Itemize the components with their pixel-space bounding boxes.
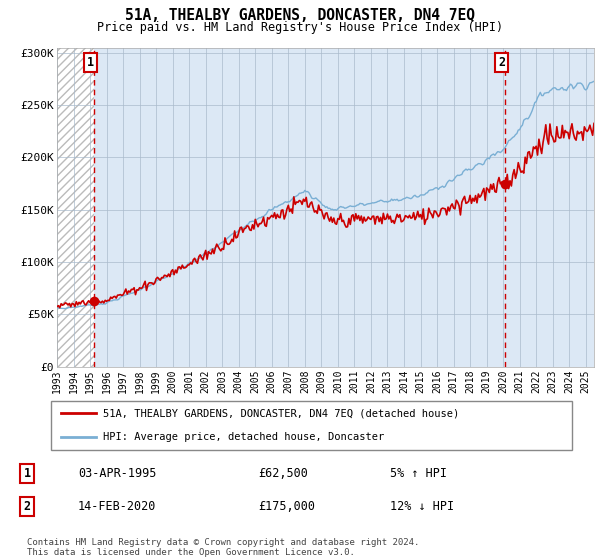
Text: HPI: Average price, detached house, Doncaster: HPI: Average price, detached house, Donc… [103,432,385,442]
Text: 2: 2 [23,500,31,514]
Text: 51A, THEALBY GARDENS, DONCASTER, DN4 7EQ: 51A, THEALBY GARDENS, DONCASTER, DN4 7EQ [125,8,475,24]
Text: £175,000: £175,000 [258,500,315,514]
Text: Price paid vs. HM Land Registry's House Price Index (HPI): Price paid vs. HM Land Registry's House … [97,21,503,34]
Text: 12% ↓ HPI: 12% ↓ HPI [390,500,454,514]
Text: 2: 2 [498,56,505,69]
Text: 51A, THEALBY GARDENS, DONCASTER, DN4 7EQ (detached house): 51A, THEALBY GARDENS, DONCASTER, DN4 7EQ… [103,408,460,418]
Text: 5% ↑ HPI: 5% ↑ HPI [390,466,447,480]
Text: 1: 1 [23,466,31,480]
Text: Contains HM Land Registry data © Crown copyright and database right 2024.
This d: Contains HM Land Registry data © Crown c… [27,538,419,557]
Text: 03-APR-1995: 03-APR-1995 [78,466,157,480]
Text: £62,500: £62,500 [258,466,308,480]
Text: 1: 1 [88,56,94,69]
FancyBboxPatch shape [50,402,572,450]
Text: 14-FEB-2020: 14-FEB-2020 [78,500,157,514]
